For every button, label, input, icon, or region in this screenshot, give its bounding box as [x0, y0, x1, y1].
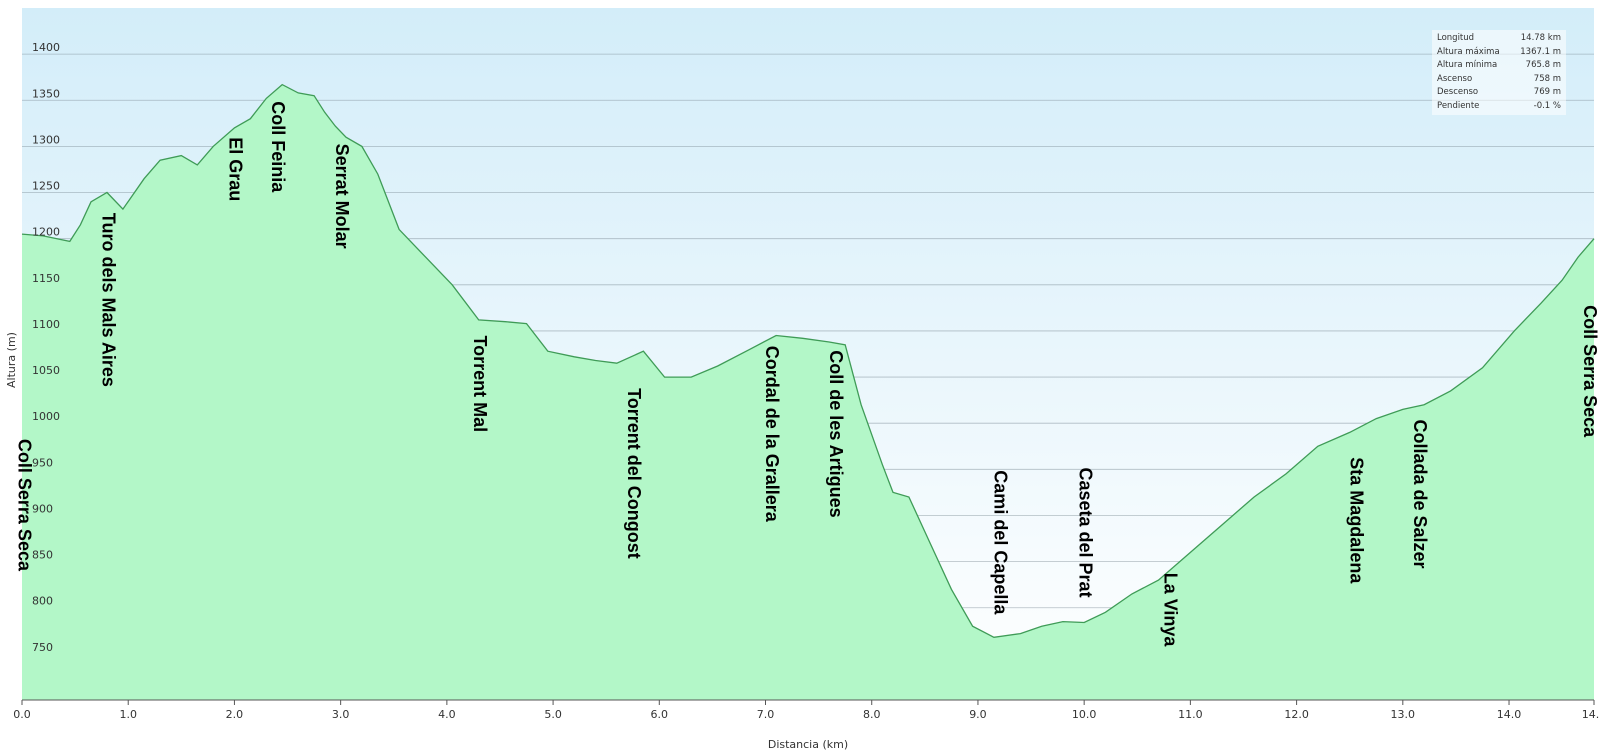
stat-row: Longitud 14.78 km [1437, 32, 1561, 46]
stat-value: 765.8 m [1525, 60, 1561, 70]
stat-row: Altura mínima 765.8 m [1437, 59, 1561, 73]
place-label: Cordal de la Grallera [762, 346, 782, 523]
place-label: Collada de Salzer [1410, 420, 1430, 569]
x-tick-label: 3.0 [332, 708, 350, 721]
stat-value: 758 m [1533, 73, 1561, 84]
x-tick-label: 11.0 [1178, 708, 1203, 721]
y-tick-label: 1000 [32, 410, 60, 423]
place-label: Coll Serra Seca [14, 439, 34, 572]
stat-label: Pendiente [1437, 100, 1480, 111]
stat-label: Altura mínima [1437, 60, 1498, 70]
x-tick-label: 2.0 [226, 708, 244, 721]
y-tick-label: 1050 [32, 364, 60, 377]
y-tick-label: 850 [32, 549, 53, 562]
y-axis-ticks: 750 800 850 900 950 1000 1050 1100 1150 1200 1250 1… [32, 41, 60, 654]
x-axis-title: Distancia (km) [768, 738, 848, 751]
place-label: Coll Serra Seca [1580, 305, 1600, 438]
stat-value: 769 m [1533, 87, 1561, 97]
y-tick-label: 1150 [32, 272, 60, 285]
y-tick-label: 1350 [32, 87, 60, 100]
x-tick-label: 14.0 [1497, 708, 1522, 721]
place-label: El Grau [226, 137, 246, 201]
stat-label: Ascenso [1437, 73, 1473, 84]
x-tick-label: 5.0 [544, 708, 562, 721]
place-label: Coll de les Artigues [826, 350, 846, 517]
stat-row: Altura máxima 1367.1 m [1437, 46, 1561, 60]
x-tick-label: 6.0 [651, 708, 669, 721]
place-label: Torrent del Congost [624, 388, 644, 559]
x-tick-label: 14.8 [1582, 708, 1600, 721]
x-tick-label: 10.0 [1072, 708, 1097, 721]
elevation-area [22, 84, 1594, 701]
x-tick-label: 13.0 [1391, 708, 1416, 721]
place-label: Cami del Capella [990, 470, 1010, 615]
stat-value: -0.1 % [1533, 100, 1561, 111]
y-tick-label: 1100 [32, 318, 60, 331]
y-tick-label: 1200 [32, 226, 60, 239]
y-tick-label: 1400 [32, 41, 60, 54]
stat-row: Descenso 769 m [1437, 86, 1561, 100]
route-stats-panel: Longitud 14.78 km Altura máxima 1367.1 m Alt… [1432, 30, 1566, 115]
place-labels: Coll Serra Seca Turo dels Mals Aires El Gr… [14, 101, 1600, 647]
x-tick-label: 8.0 [863, 708, 881, 721]
x-tick-label: 9.0 [969, 708, 987, 721]
place-label: Turo dels Mals Aires [98, 213, 118, 387]
x-tick-label: 4.0 [438, 708, 456, 721]
y-tick-label: 1250 [32, 180, 60, 193]
place-label: Coll Feinia [268, 101, 288, 193]
place-label: Serrat Molar [332, 144, 352, 249]
x-tick-label: 7.0 [757, 708, 775, 721]
y-axis-title: Altura (m) [5, 332, 18, 388]
stat-row: Ascenso 758 m [1437, 73, 1561, 87]
stat-value: 1367.1 m [1520, 46, 1561, 57]
y-tick-label: 800 [32, 595, 53, 608]
place-label: Sta Magdalena [1346, 457, 1366, 584]
x-tick-label: 0.0 [13, 708, 31, 721]
y-tick-label: 950 [32, 456, 53, 469]
stat-label: Descenso [1437, 87, 1479, 97]
x-tick-label: 12.0 [1284, 708, 1309, 721]
y-tick-label: 1300 [32, 133, 60, 146]
y-tick-label: 900 [32, 502, 53, 515]
place-label: Torrent Mal [470, 336, 490, 433]
place-label: Caseta del Prat [1075, 468, 1095, 598]
stat-value: 14.78 km [1520, 33, 1561, 43]
elevation-line [21, 83, 1595, 638]
stat-label: Altura máxima [1437, 46, 1500, 57]
place-label: La Vinya [1160, 573, 1180, 648]
x-axis-ticks: 0.0 1.0 2.0 3.0 4.0 5.0 6.0 7.0 8.0 9.0 10.0 11.0 12… [13, 700, 1600, 721]
stat-row: Pendiente -0.1 % [1437, 100, 1561, 114]
x-tick-label: 1.0 [119, 708, 137, 721]
y-tick-label: 750 [32, 641, 53, 654]
stat-label: Longitud [1437, 33, 1475, 43]
